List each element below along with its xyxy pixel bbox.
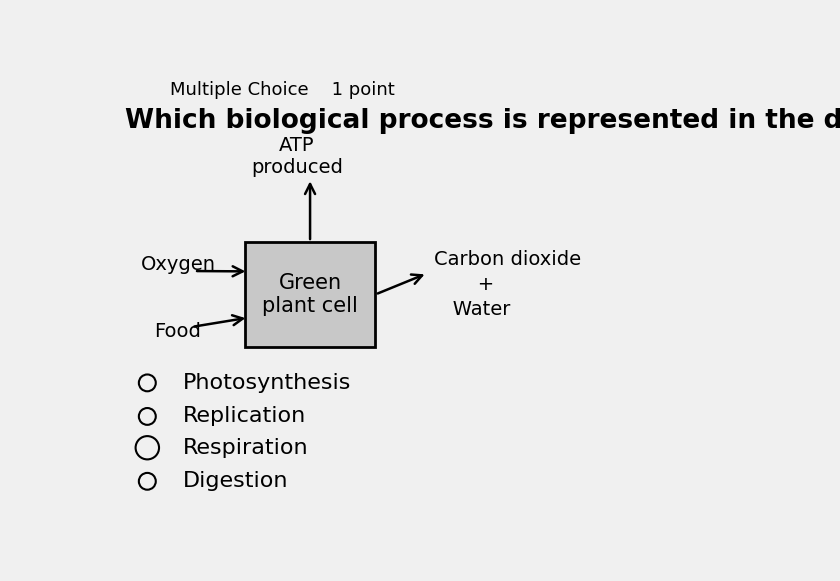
Bar [245, 242, 375, 347]
Text: Which biological process is represented in the diagram below?: Which biological process is represented … [124, 107, 840, 134]
Text: Food: Food [154, 322, 201, 341]
Text: Digestion: Digestion [183, 471, 289, 492]
Text: ATP
produced: ATP produced [251, 136, 343, 177]
Text: Photosynthesis: Photosynthesis [183, 373, 351, 393]
Text: Green
plant cell: Green plant cell [262, 273, 358, 316]
Text: Respiration: Respiration [183, 437, 309, 458]
Text: Replication: Replication [183, 407, 307, 426]
Text: Carbon dioxide
       +
   Water: Carbon dioxide + Water [433, 250, 581, 319]
Text: Multiple Choice    1 point: Multiple Choice 1 point [171, 81, 395, 99]
Text: Oxygen: Oxygen [141, 255, 216, 274]
